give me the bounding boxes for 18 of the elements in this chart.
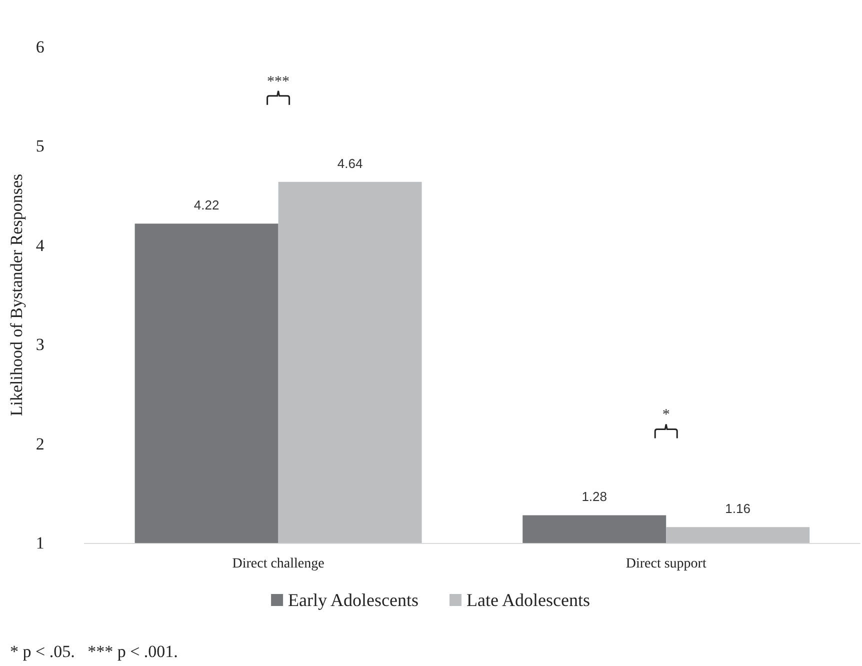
annotation: *** [267,74,290,90]
y-tick-label: 1 [36,534,44,552]
y-tick-label: 2 [36,434,44,454]
data-label: 4.64 [337,156,363,171]
legend-label: Late Adolescents [466,590,590,610]
y-tick-label: 3 [36,335,44,354]
x-tick-label: Direct support [626,556,706,572]
x-tick-label: Direct challenge [232,556,324,572]
data-label: 4.22 [194,198,220,213]
data-label: 1.16 [725,501,750,516]
y-axis-title: Likelihood of Bystander Responses [7,174,26,416]
data-label: 1.28 [582,489,608,504]
y-tick-label: 5 [36,136,44,156]
y-tick-label: 6 [36,38,44,56]
text: * p < .05. *** p < .001. [10,642,178,661]
legend-label: Early Adolescents [288,590,419,610]
annotation: * [662,407,670,424]
y-tick-label: 4 [36,236,45,255]
